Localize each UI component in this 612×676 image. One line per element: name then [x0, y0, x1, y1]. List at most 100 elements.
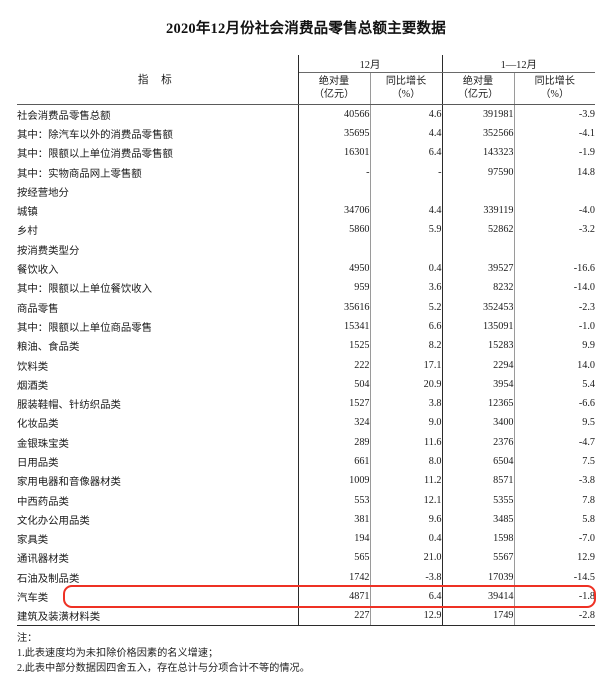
cell-cumulative-growth — [514, 182, 595, 201]
cell-cumulative-absolute: 352566 — [442, 123, 515, 144]
row-label: 饮料类 — [17, 355, 299, 375]
cell-cumulative-growth: -4.1 — [578, 127, 595, 139]
cell-cumulative-growth: 9.5 — [582, 417, 595, 429]
cell-month-growth: 0.4 — [370, 258, 443, 279]
header-cumulative-absolute: 绝对量 （亿元） — [442, 72, 515, 105]
cell-month-absolute: 381 — [298, 509, 371, 530]
table-row: 商品零售 35616 5.2 352453 -2.3 — [17, 297, 595, 317]
cell-month-growth: 8.2 — [370, 336, 443, 356]
cell-cumulative-growth: -1.8 — [578, 591, 595, 603]
table-row: 文化办公用品类 381 9.6 3485 5.8 — [17, 509, 595, 530]
table-row: 其中：限额以上单位消费品零售额 16301 6.4 143323 -1.9 — [17, 143, 595, 163]
row-label: 餐饮收入 — [17, 258, 299, 279]
cell-month-growth: - — [370, 162, 443, 182]
cell-month-growth: 20.9 — [370, 374, 443, 394]
cell-cumulative-absolute: 6504 — [442, 451, 515, 472]
cell-month-growth — [370, 239, 443, 259]
cell-month-growth: 3.8 — [370, 393, 443, 414]
table-row: 社会消费品零售总额 40566 4.6 391981 -3.9 — [17, 104, 595, 124]
cell-month-absolute: 553 — [298, 490, 371, 510]
cell-month-growth: 9.6 — [370, 509, 443, 530]
header-group-month: 12月 — [298, 55, 443, 73]
cell-cumulative-growth: 5.4 — [582, 378, 595, 390]
cell-cumulative-absolute: 52862 — [442, 220, 515, 240]
table-row: 日用品类 661 8.0 6504 7.5 — [17, 451, 595, 472]
table-row: 烟酒类 504 20.9 3954 5.4 — [17, 374, 595, 394]
cell-cumulative-growth: -1.0 — [578, 320, 595, 332]
table-row: 按经营地分 — [17, 181, 595, 201]
table-row: 家具类 194 0.4 1598 -7.0 — [17, 529, 595, 549]
cell-cumulative-absolute: 39414 — [442, 586, 515, 607]
cell-month-growth: 9.0 — [370, 413, 443, 433]
table-row: 通讯器材类 565 21.0 5567 12.9 — [17, 548, 595, 568]
cell-cumulative-growth: 12.9 — [577, 552, 595, 564]
table-row: 建筑及装潢材料类 227 12.9 1749 -2.8 — [17, 606, 595, 627]
cell-cumulative-absolute: 39527 — [442, 258, 515, 279]
cell-cumulative-absolute: 2376 — [442, 432, 515, 452]
cell-cumulative-growth: -3.2 — [578, 224, 595, 236]
cell-cumulative-growth: 7.5 — [582, 455, 595, 467]
row-label: 其中：除汽车以外的消费品零售额 — [17, 123, 299, 144]
row-label: 中西药品类 — [17, 490, 299, 510]
cell-month-absolute: 661 — [298, 451, 371, 472]
table-row: 服装鞋帽、针纺织品类 1527 3.8 12365 -6.6 — [17, 393, 595, 414]
cell-month-growth: 4.4 — [370, 200, 443, 221]
cell-month-growth: 6.4 — [370, 586, 443, 607]
cell-month-absolute: 40566 — [298, 104, 371, 124]
table-row: 按消费类型分 — [17, 239, 595, 259]
cell-cumulative-growth: 14.8 — [577, 166, 595, 178]
cell-cumulative-growth: -6.6 — [578, 398, 595, 410]
cell-month-growth: 8.0 — [370, 451, 443, 472]
row-label: 文化办公用品类 — [17, 509, 299, 530]
cell-cumulative-absolute: 3400 — [442, 413, 515, 433]
cell-cumulative-absolute — [442, 181, 515, 201]
cell-cumulative-absolute: 5355 — [442, 490, 515, 510]
cell-cumulative-growth: -3.9 — [578, 108, 595, 120]
cell-cumulative-growth: -14.5 — [573, 571, 595, 583]
cell-month-absolute: 5860 — [298, 220, 371, 240]
cell-month-growth: 11.2 — [370, 471, 443, 491]
cell-month-absolute: 324 — [298, 413, 371, 433]
cell-cumulative-absolute: 352453 — [442, 297, 515, 317]
cell-cumulative-absolute: 12365 — [442, 393, 515, 414]
cell-cumulative-absolute: 135091 — [442, 316, 515, 337]
cell-cumulative-growth: 14.0 — [577, 359, 595, 371]
table-row: 其中：除汽车以外的消费品零售额 35695 4.4 352566 -4.1 — [17, 123, 595, 144]
cell-cumulative-absolute — [442, 239, 515, 259]
cell-month-absolute — [298, 239, 371, 259]
cell-month-absolute: 1527 — [298, 393, 371, 414]
cell-cumulative-absolute: 1749 — [442, 606, 515, 627]
row-label: 社会消费品零售总额 — [17, 104, 299, 124]
table-row: 其中：限额以上单位商品零售 15341 6.6 135091 -1.0 — [17, 316, 595, 337]
cell-month-growth: 3.6 — [370, 278, 443, 298]
cell-month-absolute: 227 — [298, 606, 371, 627]
header-sub-row: 绝对量 （亿元） 同比增长 （%） 绝对量 （亿元） 同比增长 （%） — [17, 72, 595, 105]
cell-month-growth: 12.1 — [370, 490, 443, 510]
cell-cumulative-growth — [514, 240, 595, 259]
cell-cumulative-growth: -7.0 — [578, 533, 595, 545]
table-row: 乡村 5860 5.9 52862 -3.2 — [17, 220, 595, 240]
cell-month-absolute: 1009 — [298, 471, 371, 491]
header-month-growth: 同比增长 （%） — [370, 72, 443, 105]
cell-cumulative-absolute: 3954 — [442, 374, 515, 394]
row-label: 乡村 — [17, 220, 299, 240]
header-month-absolute: 绝对量 （亿元） — [298, 72, 371, 105]
table-row: 中西药品类 553 12.1 5355 7.8 — [17, 490, 595, 510]
cell-cumulative-growth: -2.3 — [578, 301, 595, 313]
cell-cumulative-absolute: 17039 — [442, 567, 515, 587]
table-row: 其中：限额以上单位餐饮收入 959 3.6 8232 -14.0 — [17, 278, 595, 298]
cell-month-absolute: 959 — [298, 278, 371, 298]
cell-month-growth: 11.6 — [370, 432, 443, 452]
row-label: 按消费类型分 — [17, 239, 299, 259]
cell-month-absolute: 4950 — [298, 258, 371, 279]
cell-month-absolute: 35616 — [298, 297, 371, 317]
page-title: 2020年12月份社会消费品零售总额主要数据 — [166, 21, 446, 37]
row-label: 粮油、食品类 — [17, 336, 299, 356]
notes-heading: 注： — [17, 633, 38, 645]
cell-month-growth: 5.2 — [370, 297, 443, 317]
page-root: 2020年12月份社会消费品零售总额主要数据 指 标 12月 1—12月 绝对量… — [17, 21, 596, 674]
row-label: 按经营地分 — [17, 181, 299, 201]
cell-month-growth: 4.6 — [370, 104, 443, 124]
row-label: 其中：实物商品网上零售额 — [17, 162, 299, 182]
cell-cumulative-absolute: 97590 — [442, 162, 515, 182]
